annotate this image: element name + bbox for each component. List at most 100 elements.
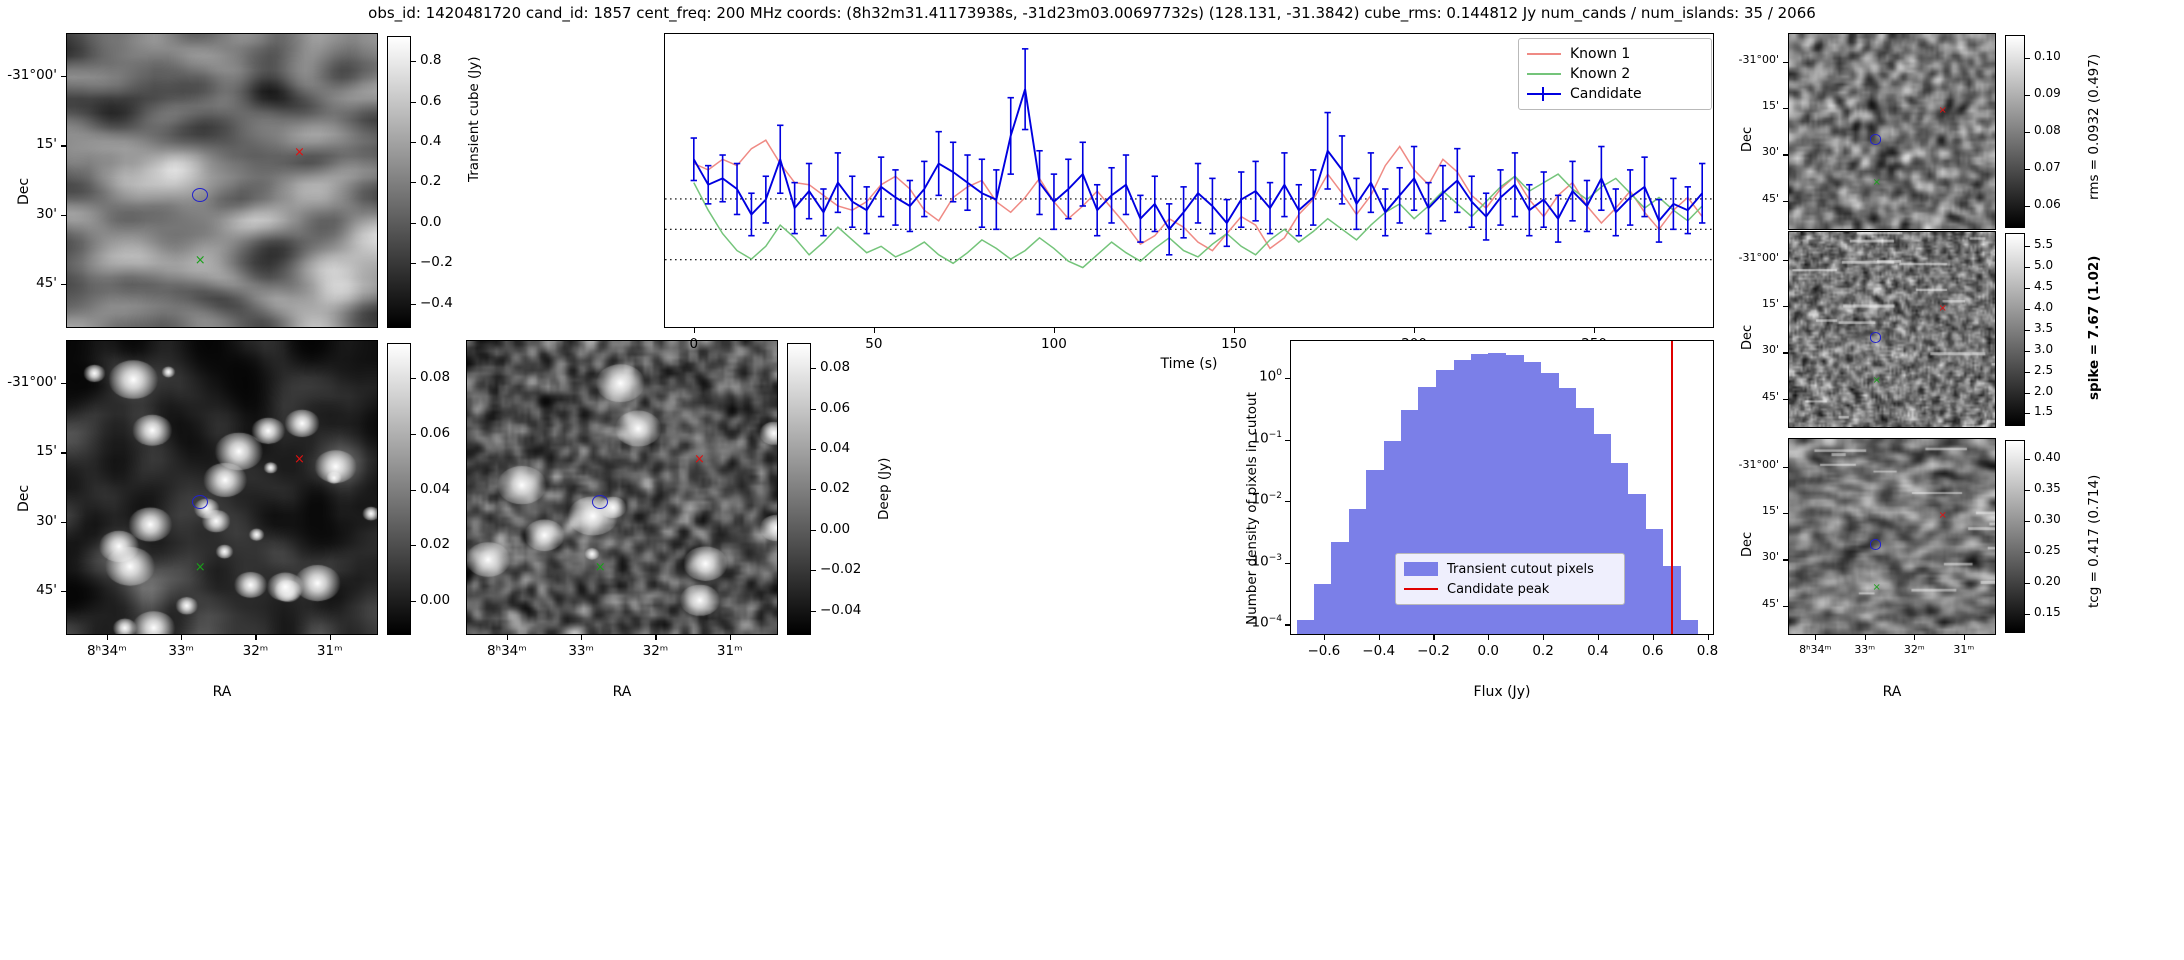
- x-tick: [1488, 635, 1490, 640]
- colorbar-tick: [2025, 94, 2030, 96]
- gleam-image: [67, 341, 377, 634]
- y-tick: [1783, 398, 1788, 400]
- colorbar-tick: [411, 433, 416, 435]
- panel-deep[interactable]: × ×: [466, 340, 778, 635]
- colorbar-spike[interactable]: [2005, 233, 2025, 426]
- panel-transient-cube[interactable]: × ×: [66, 33, 378, 328]
- colorbar-tick: [811, 489, 816, 491]
- colorbar-tick: [2025, 350, 2030, 352]
- legend-label: Known 2: [1570, 66, 1631, 82]
- lightcurve-series-known-2: [693, 173, 1703, 269]
- colorbar-tick: [811, 529, 816, 531]
- y-tick: [61, 591, 66, 593]
- y-tick: [1783, 306, 1788, 308]
- colorbar-tick-label: 0.2: [420, 173, 442, 190]
- panel-rms[interactable]: × ×: [1788, 33, 1996, 230]
- colorbar-tick: [811, 570, 816, 572]
- colorbar-transient-cube[interactable]: [387, 36, 411, 328]
- y-tick: [61, 521, 66, 524]
- known-source-1-marker: ×: [693, 451, 705, 467]
- colorbar-tick-label: 0.25: [2034, 543, 2061, 558]
- colorbar-tick: [2025, 583, 2030, 585]
- y-tick-label: 30': [1761, 550, 1779, 564]
- x-tick-label: −0.4: [1362, 643, 1396, 659]
- colorbar-tick-label: 0.6: [420, 92, 442, 109]
- histogram-bar: [1348, 508, 1367, 634]
- x-tick: [1053, 328, 1056, 333]
- colorbar-tick: [2025, 205, 2030, 207]
- colorbar-tick: [2025, 131, 2030, 133]
- colorbar-tick: [2025, 57, 2030, 59]
- colorbar-tick: [2025, 266, 2030, 268]
- colorbar-tick: [2025, 371, 2030, 373]
- spike-image: [1789, 232, 1995, 427]
- x-tick-label: 100: [1041, 336, 1067, 352]
- y-tick: [1285, 378, 1290, 380]
- colorbar-tick: [2025, 459, 2030, 461]
- colorbar-tick-label: 0.0: [420, 213, 442, 230]
- x-tick-label: 32ᵐ: [242, 643, 269, 659]
- colorbar-tick-label: 0.04: [420, 480, 451, 497]
- x-tick: [1597, 635, 1600, 640]
- x-tick: [693, 328, 695, 333]
- colorbar-tick: [411, 263, 416, 265]
- colorbar-tick-label: 3.5: [2034, 320, 2054, 335]
- panel-flux-histogram[interactable]: Transient cutout pixels Candidate peak: [1290, 340, 1714, 635]
- colorbar-tick: [411, 545, 416, 547]
- histogram-bar: [1331, 541, 1350, 634]
- y-tick-label: 45': [1761, 596, 1779, 610]
- colorbar-tick: [2025, 308, 2030, 310]
- colorbar-tcg[interactable]: [2005, 440, 2025, 633]
- histogram-bar: [1314, 584, 1333, 634]
- y-tick-label: 30': [36, 205, 57, 222]
- y-tick-label: 15': [1761, 297, 1779, 311]
- x-tick: [1234, 328, 1236, 333]
- panel-gleam[interactable]: × ×: [66, 340, 378, 635]
- x-tick-label: 8ʰ34ᵐ: [87, 643, 127, 659]
- colorbar-tick-label: 0.4: [420, 132, 442, 149]
- colorbar-tick: [2025, 392, 2030, 394]
- candidate-island-ellipse: [1869, 332, 1882, 343]
- y-tick-label: 45': [36, 582, 57, 599]
- x-tick: [1652, 635, 1654, 640]
- y-tick-label: 15': [1761, 99, 1779, 113]
- lightcurve-legend: Known 1 Known 2 Candidate: [1518, 38, 1712, 110]
- x-tick-label: −0.6: [1307, 643, 1341, 659]
- figure-suptitle: obs_id: 1420481720 cand_id: 1857 cent_fr…: [368, 4, 1816, 22]
- x-tick-label: 0.0: [1477, 643, 1500, 659]
- candidate-island-ellipse: [191, 494, 208, 509]
- colorbar-tick-label: 0.08: [820, 359, 851, 376]
- x-tick: [581, 635, 583, 640]
- legend-entry: Candidate peak: [1404, 579, 1616, 599]
- colorbar-deep[interactable]: [787, 343, 811, 635]
- colorbar-tick-label: 0.20: [2034, 574, 2061, 589]
- x-tick-label: 31ᵐ: [716, 643, 743, 659]
- colorbar-tick: [411, 489, 416, 491]
- histogram-bar: [1627, 494, 1646, 634]
- y-tick-label: -31°00': [7, 67, 57, 84]
- colorbar-rms[interactable]: [2005, 35, 2025, 228]
- y-tick: [61, 76, 66, 78]
- y-tick-label: 30': [1761, 343, 1779, 357]
- lightcurve-series-candidate: [692, 88, 1703, 231]
- colorbar-tick: [411, 141, 416, 143]
- y-tick: [1783, 513, 1788, 515]
- x-tick-label: 0.4: [1587, 643, 1609, 659]
- x-tick: [329, 635, 331, 640]
- x-tick: [873, 328, 876, 333]
- panel-spike[interactable]: × ×: [1788, 231, 1996, 428]
- y-tick: [1783, 605, 1788, 607]
- colorbar-tick-label: 3.0: [2034, 341, 2054, 356]
- colorbar-tick-label: 0.02: [820, 480, 851, 497]
- y-tick: [61, 145, 66, 147]
- y-tick-label: -31°00': [7, 374, 57, 391]
- candidate-peak-line: [1671, 341, 1673, 634]
- colorbar-tick: [411, 182, 416, 184]
- colorbar-gleam[interactable]: [387, 343, 411, 635]
- x-tick: [1543, 635, 1545, 640]
- known-source-1-marker: ×: [1938, 509, 1947, 521]
- known-source-1-marker: ×: [1938, 302, 1947, 314]
- panel-tcg[interactable]: × ×: [1788, 438, 1996, 635]
- colorbar-tick-label: 0.8: [420, 52, 442, 69]
- x-tick-label: 0.8: [1696, 643, 1719, 659]
